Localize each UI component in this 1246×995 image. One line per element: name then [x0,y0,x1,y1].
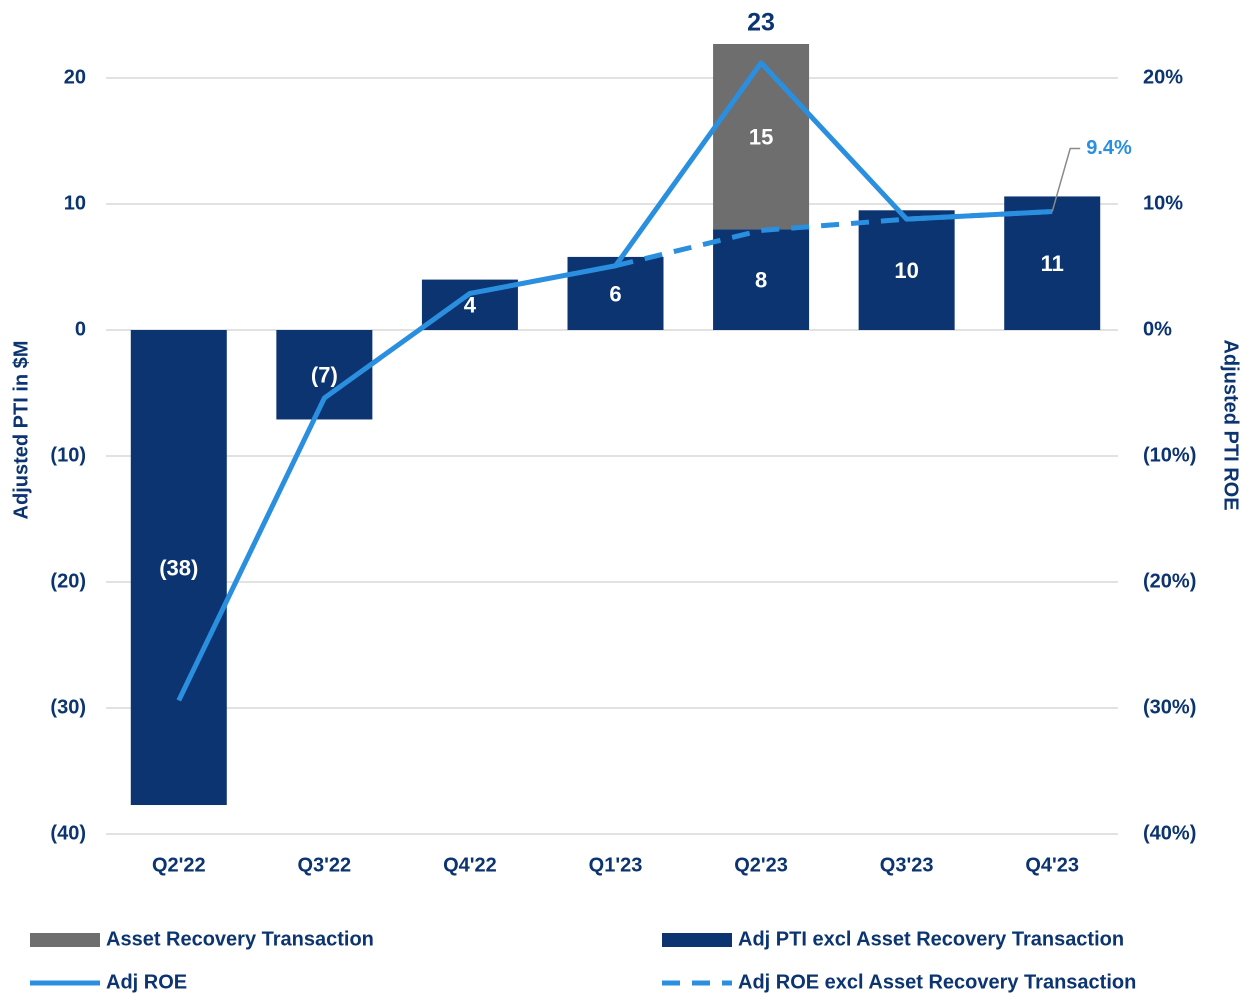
legend-label: Adj PTI excl Asset Recovery Transaction [738,928,1124,950]
bar [713,43,810,230]
data-label: 15 [749,124,773,149]
bar [567,256,664,330]
x-tick-label: Q2'22 [152,854,206,876]
bar [858,210,955,330]
y-tick-label: 0 [75,318,86,340]
y-tick-label: 20 [64,66,86,88]
x-tick-label: Q1'23 [589,854,643,876]
y-tick-label: (30) [50,696,86,718]
x-tick-label: Q3'22 [298,854,352,876]
y-tick-label: (20) [50,570,86,592]
y2-tick-label: (30%) [1143,696,1196,718]
x-tick-label: Q2'23 [734,854,788,876]
data-label: 11 [1041,251,1064,276]
y-axis-title: Adjusted PTI in $M [10,341,32,520]
data-label: 8 [755,267,767,292]
data-label: 9.4% [1086,137,1132,159]
y2-tick-label: (20%) [1143,570,1196,592]
y2-axis-title: Adjusted PTI ROE [1220,339,1242,510]
y2-tick-label: (40%) [1143,822,1196,844]
data-label: 4 [464,293,477,318]
x-tick-label: Q3'23 [880,854,934,876]
total-label: 23 [747,9,775,37]
x-tick-label: Q4'23 [1025,854,1079,876]
legend-label: Asset Recovery Transaction [106,928,374,950]
data-label: (38) [159,555,198,580]
bar [130,330,227,806]
y-tick-label: (10) [50,444,86,466]
y2-tick-label: 10% [1143,192,1183,214]
data-label: 10 [894,258,918,283]
y2-tick-label: 20% [1143,66,1183,88]
x-tick-label: Q4'22 [443,854,497,876]
bar [1004,196,1101,330]
data-label: 6 [609,281,621,306]
y-tick-label: (40) [50,822,86,844]
y-tick-label: 10 [64,192,86,214]
leader-line [1051,147,1081,212]
line [614,209,1053,269]
data-label: (7) [311,363,338,388]
legend-swatch [30,933,100,947]
legend-swatch [662,933,732,947]
legend-label: Adj ROE excl Asset Recovery Transaction [738,971,1136,993]
y2-tick-label: 0% [1143,318,1172,340]
y2-tick-label: (10%) [1143,444,1196,466]
bar [713,229,810,330]
legend-label: Adj ROE [106,971,187,993]
